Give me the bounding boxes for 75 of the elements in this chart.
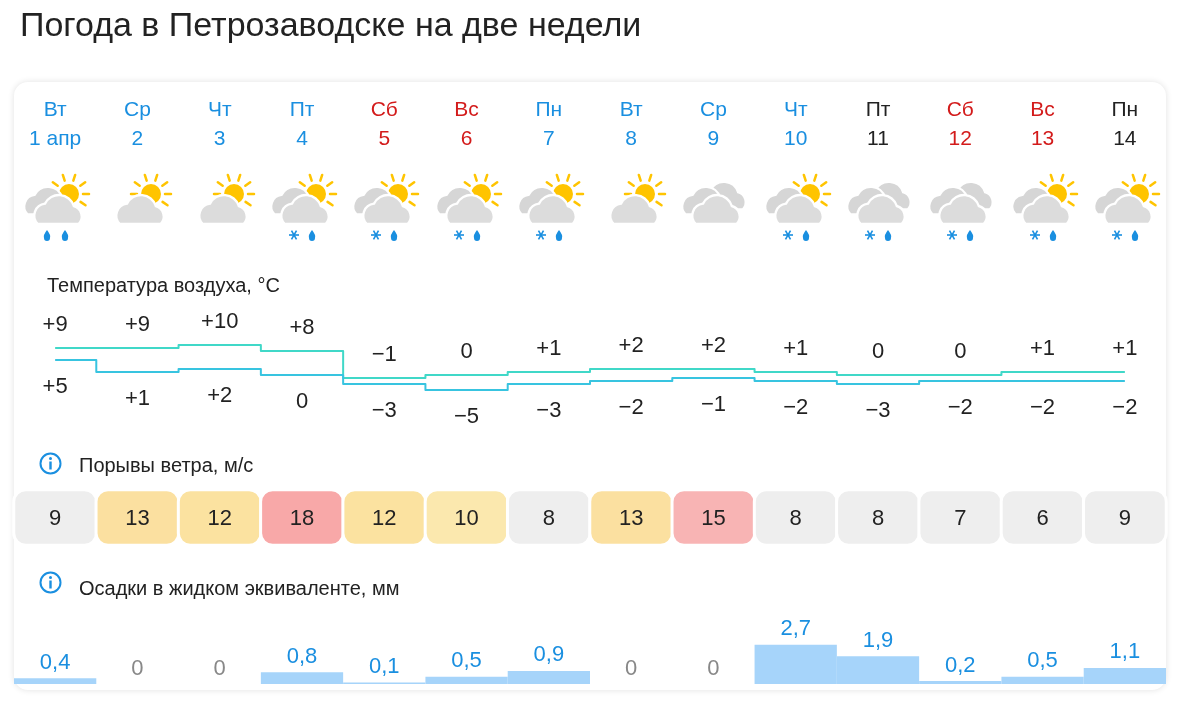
data-label: 0,5: [1027, 647, 1058, 673]
data-label: +1: [783, 334, 809, 360]
x-tick-label: Пт 4: [289, 97, 315, 149]
data-label: 8: [871, 505, 885, 530]
data-label: 1,1: [1109, 638, 1141, 664]
data-label: +1: [536, 334, 562, 360]
data-label: +2: [207, 381, 233, 407]
data-label: 0: [295, 387, 309, 413]
data-label: −1: [371, 340, 397, 366]
data-label: 0,9: [533, 641, 565, 667]
data-label: 13: [618, 505, 644, 530]
data-label: +1: [1030, 334, 1056, 360]
x-tick-label: Пт 11: [865, 97, 891, 149]
chart-title: Порывы ветра, м/с: [79, 454, 254, 476]
data-label: 15: [701, 505, 726, 530]
x-tick-label: Пн 14: [1111, 97, 1139, 149]
x-tick-label: Ср 9: [700, 97, 727, 149]
x-tick-label: Сб 5: [370, 97, 398, 149]
x-tick-label: Сб 12: [946, 97, 974, 149]
data-label: −2: [783, 393, 809, 419]
chart-title: Осадки в жидком эквиваленте, мм: [79, 577, 400, 599]
data-label: 0,5: [451, 647, 482, 673]
data-label: −3: [536, 396, 562, 422]
data-label: 12: [372, 505, 397, 530]
data-label: 0,1: [368, 653, 400, 679]
x-tick-label: Вс 6: [454, 97, 479, 149]
data-label: 12: [207, 505, 232, 530]
data-label: −2: [947, 393, 973, 419]
x-tick-label: Пн 7: [535, 97, 563, 149]
data-label: 0: [954, 337, 967, 363]
data-label: −3: [371, 396, 397, 422]
data-label: −5: [454, 402, 480, 428]
data-label: 0,8: [286, 642, 318, 668]
data-label: 10: [454, 505, 479, 530]
data-label: 13: [125, 505, 150, 530]
data-label: −2: [1112, 393, 1138, 419]
x-tick-label: Чт 3: [207, 97, 232, 149]
data-label: 0: [625, 654, 638, 680]
data-label: +8: [289, 313, 315, 339]
data-label: 0: [871, 337, 885, 363]
data-label: +1: [124, 384, 150, 410]
data-label: +9: [42, 310, 68, 336]
data-label: 0: [131, 654, 144, 680]
x-tick-label: Вт 8: [619, 97, 643, 149]
x-tick-label: Вт 1 апр: [29, 97, 82, 149]
data-label: 9: [1118, 505, 1131, 530]
bar: [14, 678, 97, 684]
data-label: −2: [618, 393, 644, 419]
data-label: 7: [954, 505, 967, 530]
data-label: −1: [700, 390, 726, 416]
x-tick-label: Ср 2: [124, 97, 151, 149]
data-label: −2: [1030, 393, 1056, 419]
data-label: +5: [42, 372, 68, 398]
data-label: 18: [289, 505, 315, 530]
data-label: 2,7: [780, 615, 812, 641]
data-label: 8: [789, 505, 802, 530]
data-label: 0,4: [39, 648, 71, 674]
data-label: +2: [618, 331, 644, 357]
data-label: 8: [542, 505, 555, 530]
data-label: −3: [865, 396, 891, 422]
data-label: 0: [460, 337, 473, 363]
data-label: 9: [49, 505, 62, 530]
data-label: +9: [124, 310, 150, 336]
chart-title: Погода в Петрозаводске на две недели: [20, 5, 642, 43]
data-label: 1,9: [862, 626, 894, 652]
data-label: +2: [700, 331, 726, 357]
x-tick-label: Чт 10: [783, 97, 808, 149]
data-label: 0,2: [944, 651, 976, 677]
data-label: +1: [1112, 334, 1138, 360]
chart-subtitle: Температура воздуха, °C: [47, 274, 280, 296]
data-label: 0: [707, 654, 720, 680]
data-label: +10: [201, 307, 239, 333]
data-label: 6: [1036, 505, 1049, 530]
data-label: 0: [213, 654, 226, 680]
x-tick-label: Вс 13: [1030, 97, 1055, 149]
